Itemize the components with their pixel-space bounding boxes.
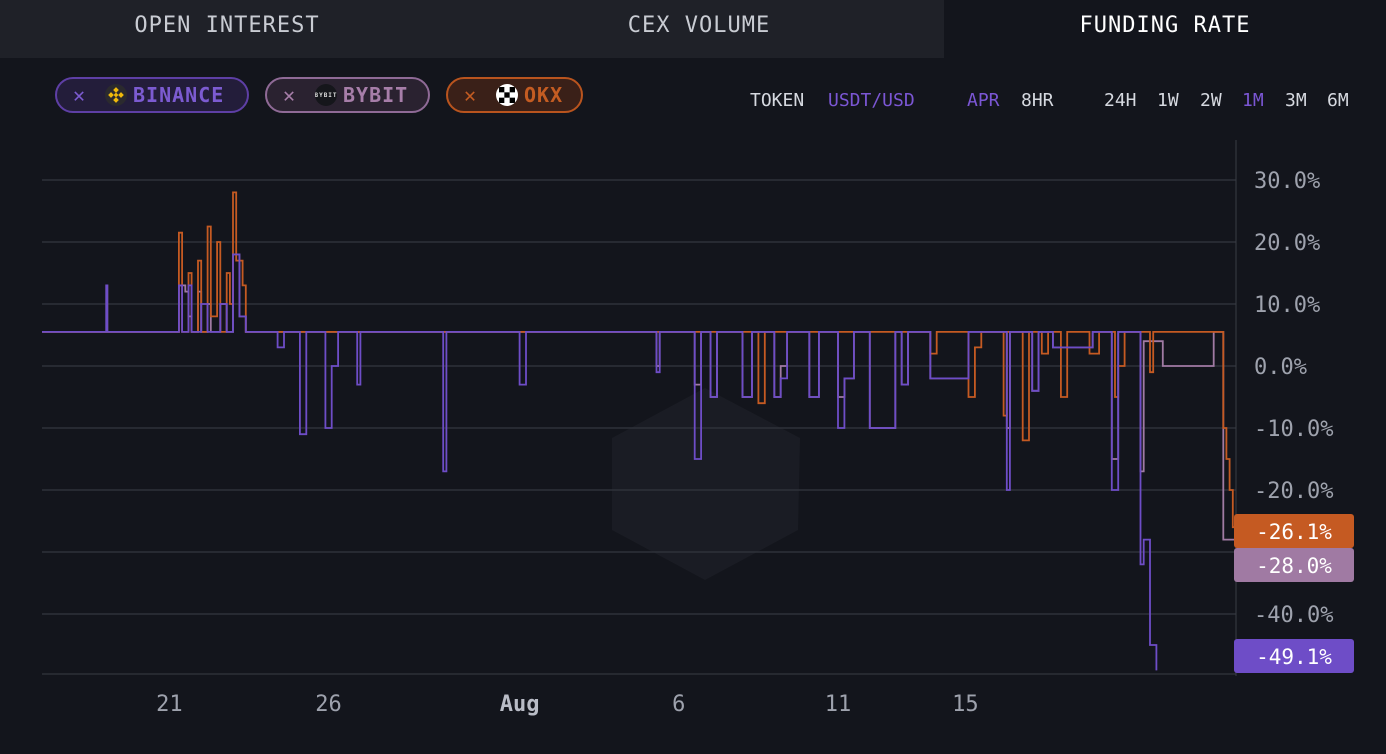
exchange-label: BYBIT	[343, 83, 409, 107]
tab-bar: OPEN INTEREST CEX VOLUME FUNDING RATE	[0, 0, 1386, 58]
x-tick-label: Aug	[500, 692, 540, 717]
y-tick-label: -10.0%	[1254, 417, 1333, 442]
apr-toggle[interactable]: APR	[967, 90, 1000, 111]
range-1w[interactable]: 1W	[1157, 90, 1179, 111]
tab-cex-volume[interactable]: CEX VOLUME	[454, 0, 944, 58]
range-24h[interactable]: 24H	[1104, 90, 1137, 111]
x-tick-label: 11	[825, 692, 852, 717]
bybit-logo-icon: BYBIT	[315, 84, 337, 106]
y-tick-label: -40.0%	[1254, 603, 1333, 628]
x-tick-label: 15	[952, 692, 979, 717]
y-tick-label: 30.0%	[1254, 169, 1320, 194]
tab-funding-rate[interactable]: FUNDING RATE	[944, 0, 1386, 58]
watermark-logo-icon	[612, 388, 800, 580]
okx-logo-icon	[496, 84, 518, 106]
range-6m[interactable]: 6M	[1327, 90, 1349, 111]
y-tick-label: 20.0%	[1254, 231, 1320, 256]
exchange-label: OKX	[524, 83, 564, 107]
last-value-label: -26.1%	[1256, 520, 1332, 544]
last-value-label: -28.0%	[1256, 554, 1332, 578]
range-3m[interactable]: 3M	[1285, 90, 1307, 111]
8hr-toggle[interactable]: 8HR	[1021, 90, 1054, 111]
close-icon[interactable]: ✕	[464, 83, 478, 107]
close-icon[interactable]: ✕	[73, 83, 87, 107]
last-value-label: -49.1%	[1256, 645, 1332, 669]
token-selector[interactable]: USDT/USD	[828, 90, 915, 111]
last-value-badge-bybit	[1234, 548, 1354, 582]
last-value-badge-binance	[1234, 639, 1354, 673]
exchange-chip-bybit[interactable]: ✕ BYBIT BYBIT	[265, 77, 430, 113]
y-tick-label: -20.0%	[1254, 479, 1333, 504]
exchange-chip-okx[interactable]: ✕ OKX	[446, 77, 583, 113]
funding-rate-chart: 30.0% 20.0% 10.0% 0.0% -10.0% -20.0% -40.0% 21…	[42, 140, 1354, 717]
exchange-label: BINANCE	[133, 83, 225, 107]
token-label: TOKEN	[750, 90, 805, 111]
x-tick-label: 21	[156, 692, 183, 717]
range-1m[interactable]: 1M	[1242, 90, 1264, 111]
y-tick-label: 0.0%	[1254, 355, 1307, 380]
tab-open-interest[interactable]: OPEN INTEREST	[0, 0, 454, 58]
last-value-badge-okx	[1234, 514, 1354, 548]
exchange-chip-binance[interactable]: ✕ BINANCE	[55, 77, 249, 113]
x-tick-label: 6	[672, 692, 685, 717]
series-line-okx	[42, 191, 1237, 529]
range-2w[interactable]: 2W	[1200, 90, 1222, 111]
y-tick-label: 10.0%	[1254, 293, 1320, 318]
x-tick-label: 26	[315, 692, 342, 717]
close-icon[interactable]: ✕	[283, 83, 297, 107]
series-line-binance	[42, 253, 1158, 671]
binance-logo-icon	[105, 84, 127, 106]
